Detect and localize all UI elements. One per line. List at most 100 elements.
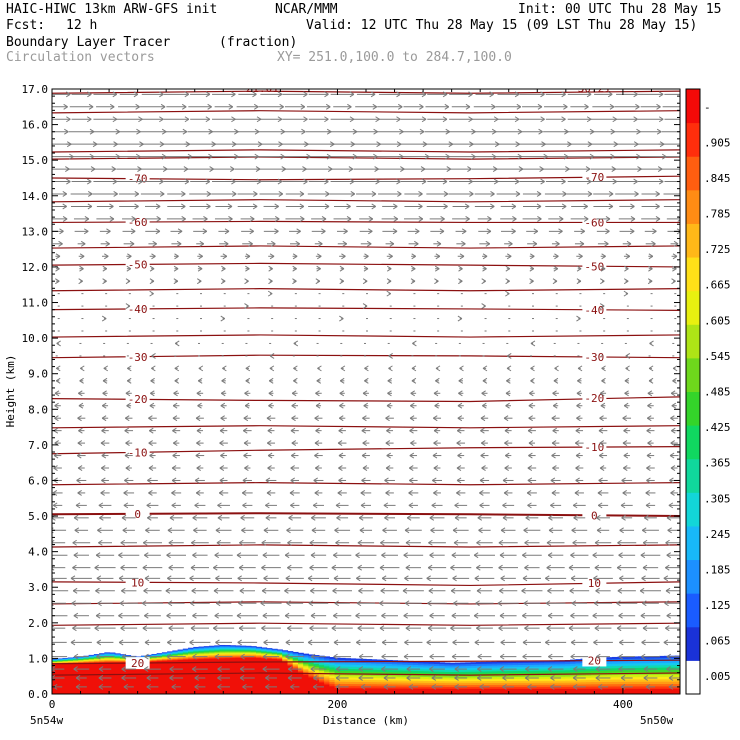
- wind-vector-head: [362, 415, 367, 422]
- tracer-shading: [198, 659, 205, 694]
- tracer-shading: [334, 675, 341, 678]
- tracer-shading: [114, 655, 121, 657]
- wind-vector-head: [120, 625, 125, 632]
- wind-vector-head: [278, 191, 284, 197]
- y-tick-label: 4.0: [28, 546, 48, 559]
- tracer-shading: [303, 655, 310, 658]
- tracer-shading: [439, 677, 446, 680]
- wind-vector-head: [506, 253, 512, 260]
- tracer-shading: [355, 690, 362, 694]
- tracer-shading: [219, 644, 226, 647]
- tracer-shading: [334, 681, 341, 685]
- wind-vector-head: [172, 415, 178, 422]
- wind-vector-head: [124, 415, 130, 422]
- tracer-shading: [543, 684, 550, 688]
- wind-vector-head: [642, 539, 648, 546]
- tracer-shading: [83, 658, 90, 660]
- tracer-shading: [292, 666, 299, 669]
- tracer-shading: [172, 660, 179, 662]
- tracer-shading: [303, 662, 310, 665]
- wind-vector-head: [101, 415, 107, 422]
- tracer-shading: [345, 658, 351, 661]
- tracer-shading: [156, 657, 163, 659]
- wind-vector-head: [125, 303, 131, 310]
- tracer-shading: [439, 664, 446, 667]
- tracer-shading: [481, 665, 487, 669]
- tracer-shading: [470, 679, 477, 682]
- tracer-shading: [596, 675, 603, 679]
- wind-vector-head: [290, 477, 295, 484]
- tracer-shading: [653, 660, 660, 664]
- tracer-shading: [214, 646, 221, 648]
- tracer-shading: [371, 688, 378, 691]
- tracer-shading: [674, 657, 680, 661]
- tracer-shading: [591, 688, 597, 692]
- tracer-shading: [350, 664, 357, 668]
- wind-vector-head: [339, 402, 344, 409]
- tracer-shading: [318, 684, 325, 694]
- tracer-shading: [324, 662, 330, 665]
- wind-vector-head: [502, 502, 507, 509]
- tracer-shading: [491, 679, 498, 682]
- tracer-shading: [78, 659, 84, 661]
- wind-vector-head: [540, 91, 545, 98]
- wind-vector-head: [673, 240, 679, 247]
- tracer-shading: [277, 651, 283, 653]
- wind-vector-head: [174, 253, 179, 260]
- wind-vector-head: [338, 452, 344, 459]
- tracer-shading: [161, 657, 168, 659]
- wind-vector-head: [266, 415, 272, 422]
- tracer-shading: [219, 654, 226, 656]
- wind-vector-head: [52, 527, 54, 534]
- wind-vector-head: [269, 365, 275, 372]
- wind-vector-head: [171, 465, 177, 471]
- tracer-shading: [203, 657, 210, 659]
- wind-vector-head: [554, 253, 559, 260]
- wind-vector-head: [72, 564, 77, 571]
- wind-vector-head: [149, 402, 155, 409]
- tracer-shading: [271, 657, 278, 659]
- wind-vector-head: [623, 278, 629, 285]
- wind-vector-head: [385, 490, 390, 496]
- tracer-shading: [507, 688, 514, 692]
- tracer-shading: [224, 652, 231, 654]
- wind-vector-head: [55, 377, 61, 384]
- wind-vector-head: [96, 639, 102, 646]
- wind-vector-head: [245, 253, 251, 260]
- tracer-shading: [507, 680, 514, 684]
- wind-vector-head: [54, 402, 59, 409]
- tracer-shading: [114, 663, 121, 694]
- tracer-shading: [177, 658, 184, 660]
- wind-vector-head: [228, 103, 234, 110]
- tracer-shading: [543, 676, 550, 680]
- wind-vector-head: [214, 552, 219, 559]
- tracer-shading: [528, 664, 535, 668]
- wind-vector-head: [522, 639, 528, 646]
- tracer-shading: [67, 658, 74, 660]
- tracer-shading: [475, 681, 482, 684]
- wind-vector-head: [665, 625, 670, 632]
- wind-vector-head: [622, 465, 628, 471]
- tracer-shading: [329, 688, 336, 694]
- wind-vector-head: [98, 683, 104, 690]
- tracer-shading: [585, 675, 592, 679]
- tracer-shading: [449, 688, 456, 692]
- tracer-shading: [62, 660, 69, 662]
- tracer-shading: [491, 684, 498, 688]
- tracer-shading: [376, 682, 383, 685]
- tracer-shading: [245, 649, 252, 651]
- tracer-shading: [470, 667, 477, 671]
- tracer-shading: [250, 650, 257, 652]
- wind-vector-head: [388, 365, 393, 372]
- wind-vector-head: [52, 490, 58, 496]
- wind-vector-head: [286, 600, 291, 607]
- wind-vector-head: [454, 675, 459, 681]
- tracer-shading: [517, 661, 524, 664]
- tracer-shading: [99, 662, 105, 664]
- tracer-shading: [423, 679, 430, 682]
- tracer-shading: [632, 686, 639, 690]
- wind-vector-head: [480, 427, 485, 434]
- wind-vector-head: [481, 303, 486, 310]
- contour-label-bg: [125, 258, 150, 271]
- wind-vector-head: [431, 675, 437, 681]
